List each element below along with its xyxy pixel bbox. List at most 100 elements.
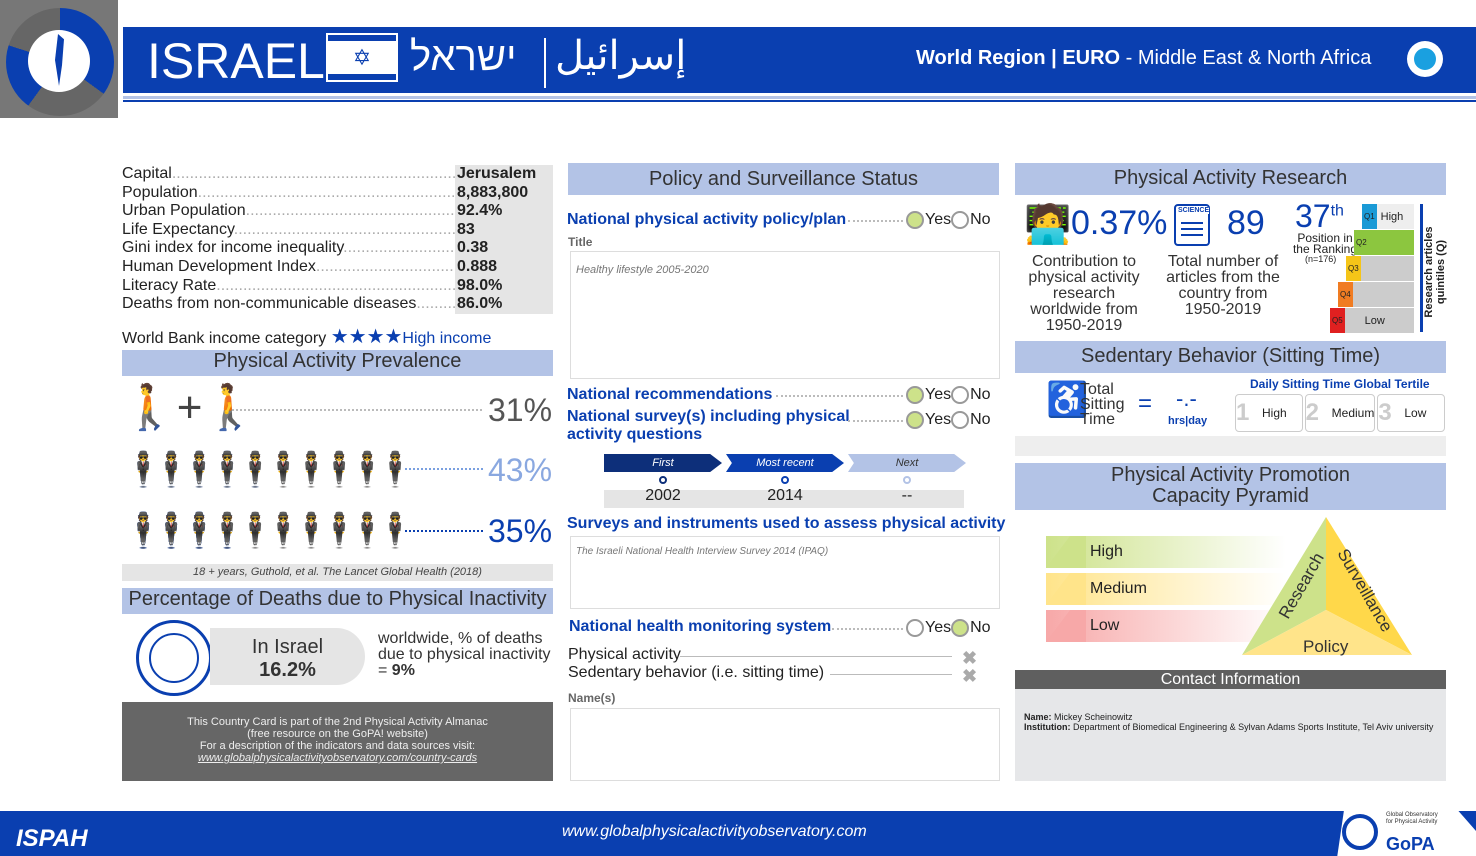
footer-url[interactable]: www.globalphysicalactivityobservatory.co… — [562, 823, 867, 840]
almanac-link[interactable]: www.globalphysicalactivityobservatory.co… — [197, 752, 478, 764]
person-icon: 🕴 — [374, 444, 417, 496]
gopa-logo — [0, 0, 118, 118]
policy-plan-label: National physical activity policy/plan — [567, 211, 847, 228]
monitoring-answer: Yes No — [906, 619, 991, 637]
tertile-title: Daily Sitting Time Global Tertile — [1250, 377, 1430, 391]
person-icon: 🕴 — [178, 444, 221, 496]
timeline-year: -- — [901, 487, 913, 504]
person-icon: 🕴 — [318, 444, 361, 496]
timeline-year: 2014 — [767, 487, 803, 504]
sitting-label: Total Sitting Time — [1080, 381, 1125, 428]
prevalence-title: Physical Activity Prevalence — [122, 350, 553, 376]
region-code: EURO — [1062, 47, 1121, 69]
yes-radio — [906, 619, 924, 637]
quintile-axis-label: Research articles quintiles (Q) — [1423, 226, 1447, 318]
articles-label: Total number of articles from the countr… — [1166, 253, 1280, 318]
low-label: Low — [1364, 314, 1385, 327]
fact-label: Gini index for income inequality — [122, 239, 344, 257]
person-icon: 🕴 — [234, 444, 277, 496]
capacity-levels: High Medium Low — [1046, 536, 1286, 647]
policy-title: Policy and Surveillance Status — [568, 163, 999, 195]
women-icons: 🕴🕴🕴🕴🕴🕴🕴🕴🕴🕴 — [122, 505, 417, 557]
fact-row: Life Expectancy.........................… — [122, 220, 553, 240]
capacity-level-high: High — [1046, 536, 1286, 568]
quintile-axis-arrow-icon — [1420, 204, 1423, 332]
yes-radio — [906, 411, 924, 429]
fact-row: Capital.................................… — [122, 165, 553, 184]
country-name: ISRAEL — [147, 33, 325, 89]
deaths-title: Percentage of Deaths due to Physical Ina… — [122, 588, 553, 614]
sitting-unit: hrs|day — [1168, 415, 1208, 427]
person-icon: 🕴 — [206, 444, 249, 496]
world-text: worldwide, % of deaths due to physical i… — [378, 630, 551, 679]
no-radio — [951, 386, 970, 404]
fact-row: Deaths from non-communicable diseases...… — [122, 295, 553, 314]
in-country-value: 16.2% — [259, 659, 316, 681]
star-icons: ★★★★ — [330, 326, 403, 348]
person-icon: 🕴 — [122, 505, 165, 557]
survey-timeline: First 2002 Most recent 2014 Next -- — [604, 454, 966, 508]
timeline-label: First — [604, 454, 722, 472]
quintile-Q4: Q4 — [1338, 282, 1414, 307]
fact-label: Literacy Rate — [122, 276, 217, 294]
country-name-hebrew: ישראל — [410, 35, 517, 79]
tertile-high: 1 High — [1235, 394, 1303, 432]
policy-title-value: Healthy lifestyle 2005-2020 — [576, 264, 709, 276]
almanac-line3: For a description of the indicators and … — [199, 740, 476, 752]
fact-row: Gini index for income inequality........… — [122, 239, 553, 258]
pyramid-title: Physical Activity Promotion Capacity Pyra… — [1015, 463, 1446, 510]
no-radio — [951, 619, 970, 637]
prevalence-overall: 31% — [488, 392, 553, 428]
fact-label: Capital — [122, 165, 172, 182]
deaths-in-country: In Israel 16.2% — [210, 628, 365, 685]
deaths-worldwide: worldwide, % of deaths due to physical i… — [378, 631, 558, 679]
person-icon: 🕴 — [150, 444, 193, 496]
almanac-line2: (free resource on the GoPA! website) — [247, 728, 428, 740]
articles-value: 89 — [1227, 204, 1265, 242]
pyramid-policy-face — [1242, 610, 1412, 655]
globe-israel-icon — [136, 620, 212, 696]
timeline-year: 2002 — [645, 487, 681, 504]
timeline-node-icon — [781, 476, 789, 484]
fact-row: Urban Population........................… — [122, 202, 553, 221]
person-icon: 🕴 — [150, 505, 193, 557]
ispah-logo: ISPAH — [16, 825, 88, 852]
monitoring-label: National health monitoring system — [569, 618, 832, 635]
pyramid-research-face — [1242, 517, 1326, 655]
country-name-arabic: إسرائيل — [555, 34, 687, 78]
fact-row: Human Development Index.................… — [122, 257, 553, 277]
capacity-pyramid: Research Surveillance Policy — [1242, 517, 1412, 656]
person-icon: 🕴 — [262, 444, 305, 496]
fact-label: Life Expectancy — [122, 220, 234, 238]
contact-name: Mickey Scheinowitz — [1051, 712, 1133, 722]
world-value: 9% — [391, 662, 415, 679]
monitor-item-sb: Sedentary behavior (i.e. sitting time) — [568, 664, 825, 681]
men-icons: 🕴🕴🕴🕴🕴🕴🕴🕴🕴🕴 — [122, 444, 417, 496]
timeline-step: First 2002 — [604, 454, 722, 505]
quintile-Q5: Q5 Low — [1330, 308, 1414, 333]
quintile-Q2: Q2 — [1354, 230, 1414, 255]
person-icon: 🕴 — [346, 505, 389, 557]
timeline-label: Next — [848, 454, 966, 472]
names-field — [570, 708, 1000, 781]
person-icon: 🕴 — [234, 505, 277, 557]
in-country-label: In Israel — [251, 636, 324, 658]
quintile-staircase: Q1 High Q2 Q3 Q4 Q5 Low — [1330, 204, 1414, 334]
science-label: SCIENCE — [1178, 207, 1210, 214]
almanac-box: This Country Card is part of the 2nd Phy… — [122, 702, 553, 781]
person-icon: 🕴 — [374, 505, 417, 557]
ranking-label: Position in the Ranking — [1292, 231, 1358, 256]
both-sexes-icon: 🚶+🚶 — [122, 383, 258, 432]
fact-value: 0.38 — [455, 239, 553, 258]
israel-flag: ✡ — [326, 33, 398, 82]
contact-box: Name: Mickey Scheinowitz Institution: De… — [1015, 689, 1446, 781]
person-icon: 🕴 — [318, 505, 361, 557]
x-icon: ✖ — [962, 648, 978, 668]
fact-value: 92.4% — [455, 202, 553, 221]
fact-value: Jerusalem — [455, 165, 553, 184]
recommendations-answer: Yes No — [906, 386, 991, 404]
tertile-low: 3 Low — [1377, 394, 1445, 432]
capacity-level-low: Low — [1046, 610, 1286, 642]
title-label: Title — [568, 235, 593, 249]
researcher-icon: 🧑‍💻 — [1024, 204, 1072, 246]
